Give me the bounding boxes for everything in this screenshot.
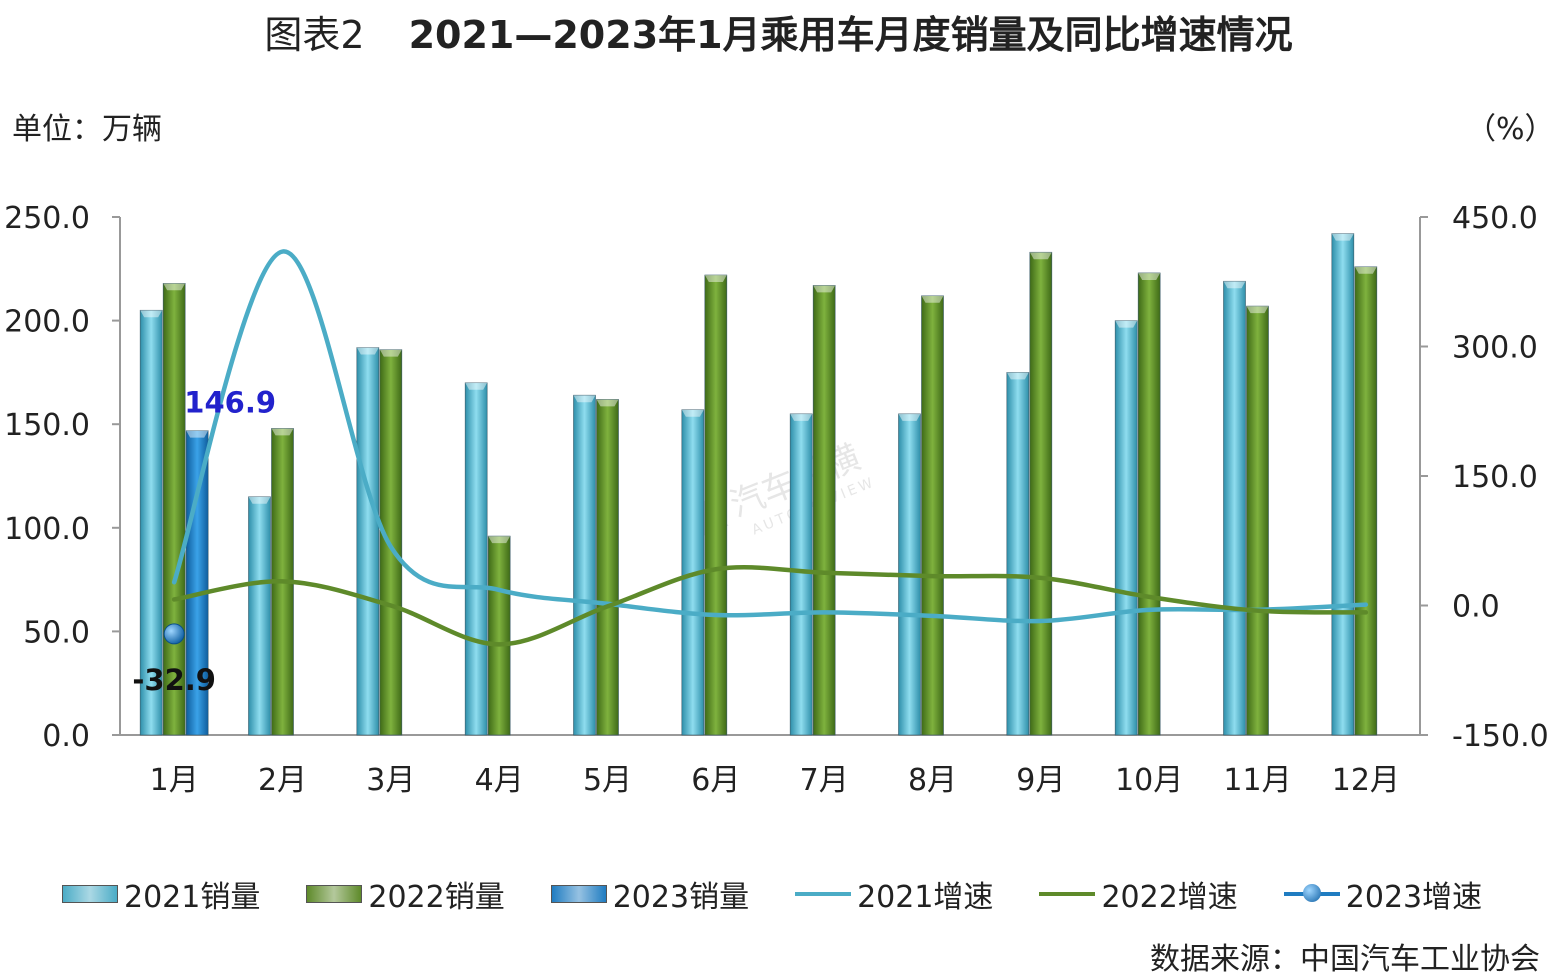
chart-title-prefix: 图表2 <box>264 13 365 57</box>
right-tick-label: -150.0 <box>1452 719 1549 754</box>
legend-swatch-bar <box>306 885 363 903</box>
line-2022增速 <box>171 565 1369 647</box>
legend-item: 2021销量 <box>62 872 260 916</box>
bar-2022销量 <box>1029 251 1053 736</box>
marker-2023增速 <box>163 623 185 645</box>
chart-title-main: 2021—2023年1月乘用车月度销量及同比增速情况 <box>408 13 1293 57</box>
x-tick-label: 10月 <box>1115 763 1183 798</box>
left-tick-label: 100.0 <box>4 512 90 547</box>
right-tick-label: 450.0 <box>1452 201 1538 236</box>
x-tick-label: 11月 <box>1223 763 1291 798</box>
line-2021增速 <box>171 249 1369 624</box>
chart-title: 图表2 2021—2023年1月乘用车月度销量及同比增速情况 <box>0 4 1557 59</box>
bar-2021销量 <box>139 309 163 736</box>
bar-2022销量 <box>921 295 944 736</box>
left-tick-label: 200.0 <box>4 305 90 340</box>
x-tick-label: 5月 <box>583 763 632 798</box>
data-label: -32.9 <box>132 663 216 697</box>
legend-item: 2023销量 <box>550 872 750 916</box>
right-tick-label: 150.0 <box>1452 460 1538 495</box>
legend-label: 2022增速 <box>1101 880 1238 915</box>
legend-label: 2022销量 <box>368 880 505 915</box>
legend-marker-dot <box>1302 884 1321 902</box>
bar-2022销量 <box>487 535 511 736</box>
x-tick-label: 6月 <box>691 763 740 798</box>
bar-2021销量 <box>573 394 596 736</box>
legend-item: 2021增速 <box>795 872 993 916</box>
legend-swatch-line <box>795 892 852 896</box>
legend-swatch-bar <box>550 885 607 903</box>
x-tick-label: 9月 <box>1016 763 1065 798</box>
bar-2021销量 <box>1331 233 1355 736</box>
x-tick-label: 2月 <box>258 763 307 798</box>
legend-label: 2023销量 <box>612 880 750 915</box>
legend-swatch-line <box>1283 884 1340 902</box>
data-label: 146.9 <box>184 386 276 420</box>
legend-label: 2021销量 <box>124 880 261 915</box>
right-tick-label: 0.0 <box>1452 590 1500 625</box>
bar-2022销量 <box>162 283 186 736</box>
bar-2022销量 <box>379 349 403 736</box>
x-tick-label: 7月 <box>800 763 849 798</box>
left-tick-label: 0.0 <box>42 719 90 754</box>
bar-2022销量 <box>596 399 619 736</box>
bar-2022销量 <box>1246 305 1269 736</box>
x-tick-label: 3月 <box>366 763 415 798</box>
x-tick-label: 8月 <box>908 763 957 798</box>
bar-2022销量 <box>704 274 728 736</box>
legend: 2021销量 2022销量 2023销量 2021增速 2022增速 2023增速 <box>62 872 1542 916</box>
x-tick-label: 12月 <box>1332 763 1400 798</box>
legend-swatch-bar <box>62 885 118 903</box>
x-tick-label: 1月 <box>150 763 199 798</box>
x-tick-label: 4月 <box>475 763 524 798</box>
bar-2021销量 <box>464 382 488 736</box>
bar-2021销量 <box>1223 280 1246 736</box>
left-tick-label: 50.0 <box>23 615 90 650</box>
left-tick-label: 150.0 <box>4 408 90 443</box>
bar-2021销量 <box>1114 320 1138 736</box>
right-axis-unit: （%） <box>1466 112 1555 147</box>
legend-label: 2021增速 <box>857 880 994 915</box>
bar-2021销量 <box>789 413 813 736</box>
bar-2021销量 <box>1006 372 1030 736</box>
legend-item: 2022销量 <box>306 872 505 916</box>
left-tick-label: 250.0 <box>4 201 90 236</box>
bar-2021销量 <box>248 496 271 736</box>
legend-item: 2022增速 <box>1039 872 1238 916</box>
bar-2022销量 <box>812 285 836 736</box>
data-source: 数据来源：中国汽车工业协会 <box>1150 942 1540 977</box>
legend-item: 2023增速 <box>1283 872 1483 916</box>
legend-label: 2023增速 <box>1345 880 1483 915</box>
left-axis-unit: 单位：万辆 <box>12 112 162 147</box>
chart-canvas: 0.0 50.0 100.0 150.0 200.0 250.0 -150.0 0.0 150.… <box>4 201 1549 798</box>
right-tick-label: 300.0 <box>1452 331 1538 366</box>
legend-swatch-line <box>1039 892 1096 896</box>
bar-2021销量 <box>356 347 380 736</box>
bar-2022销量 <box>1354 266 1378 736</box>
bar-2022销量 <box>1137 272 1161 736</box>
